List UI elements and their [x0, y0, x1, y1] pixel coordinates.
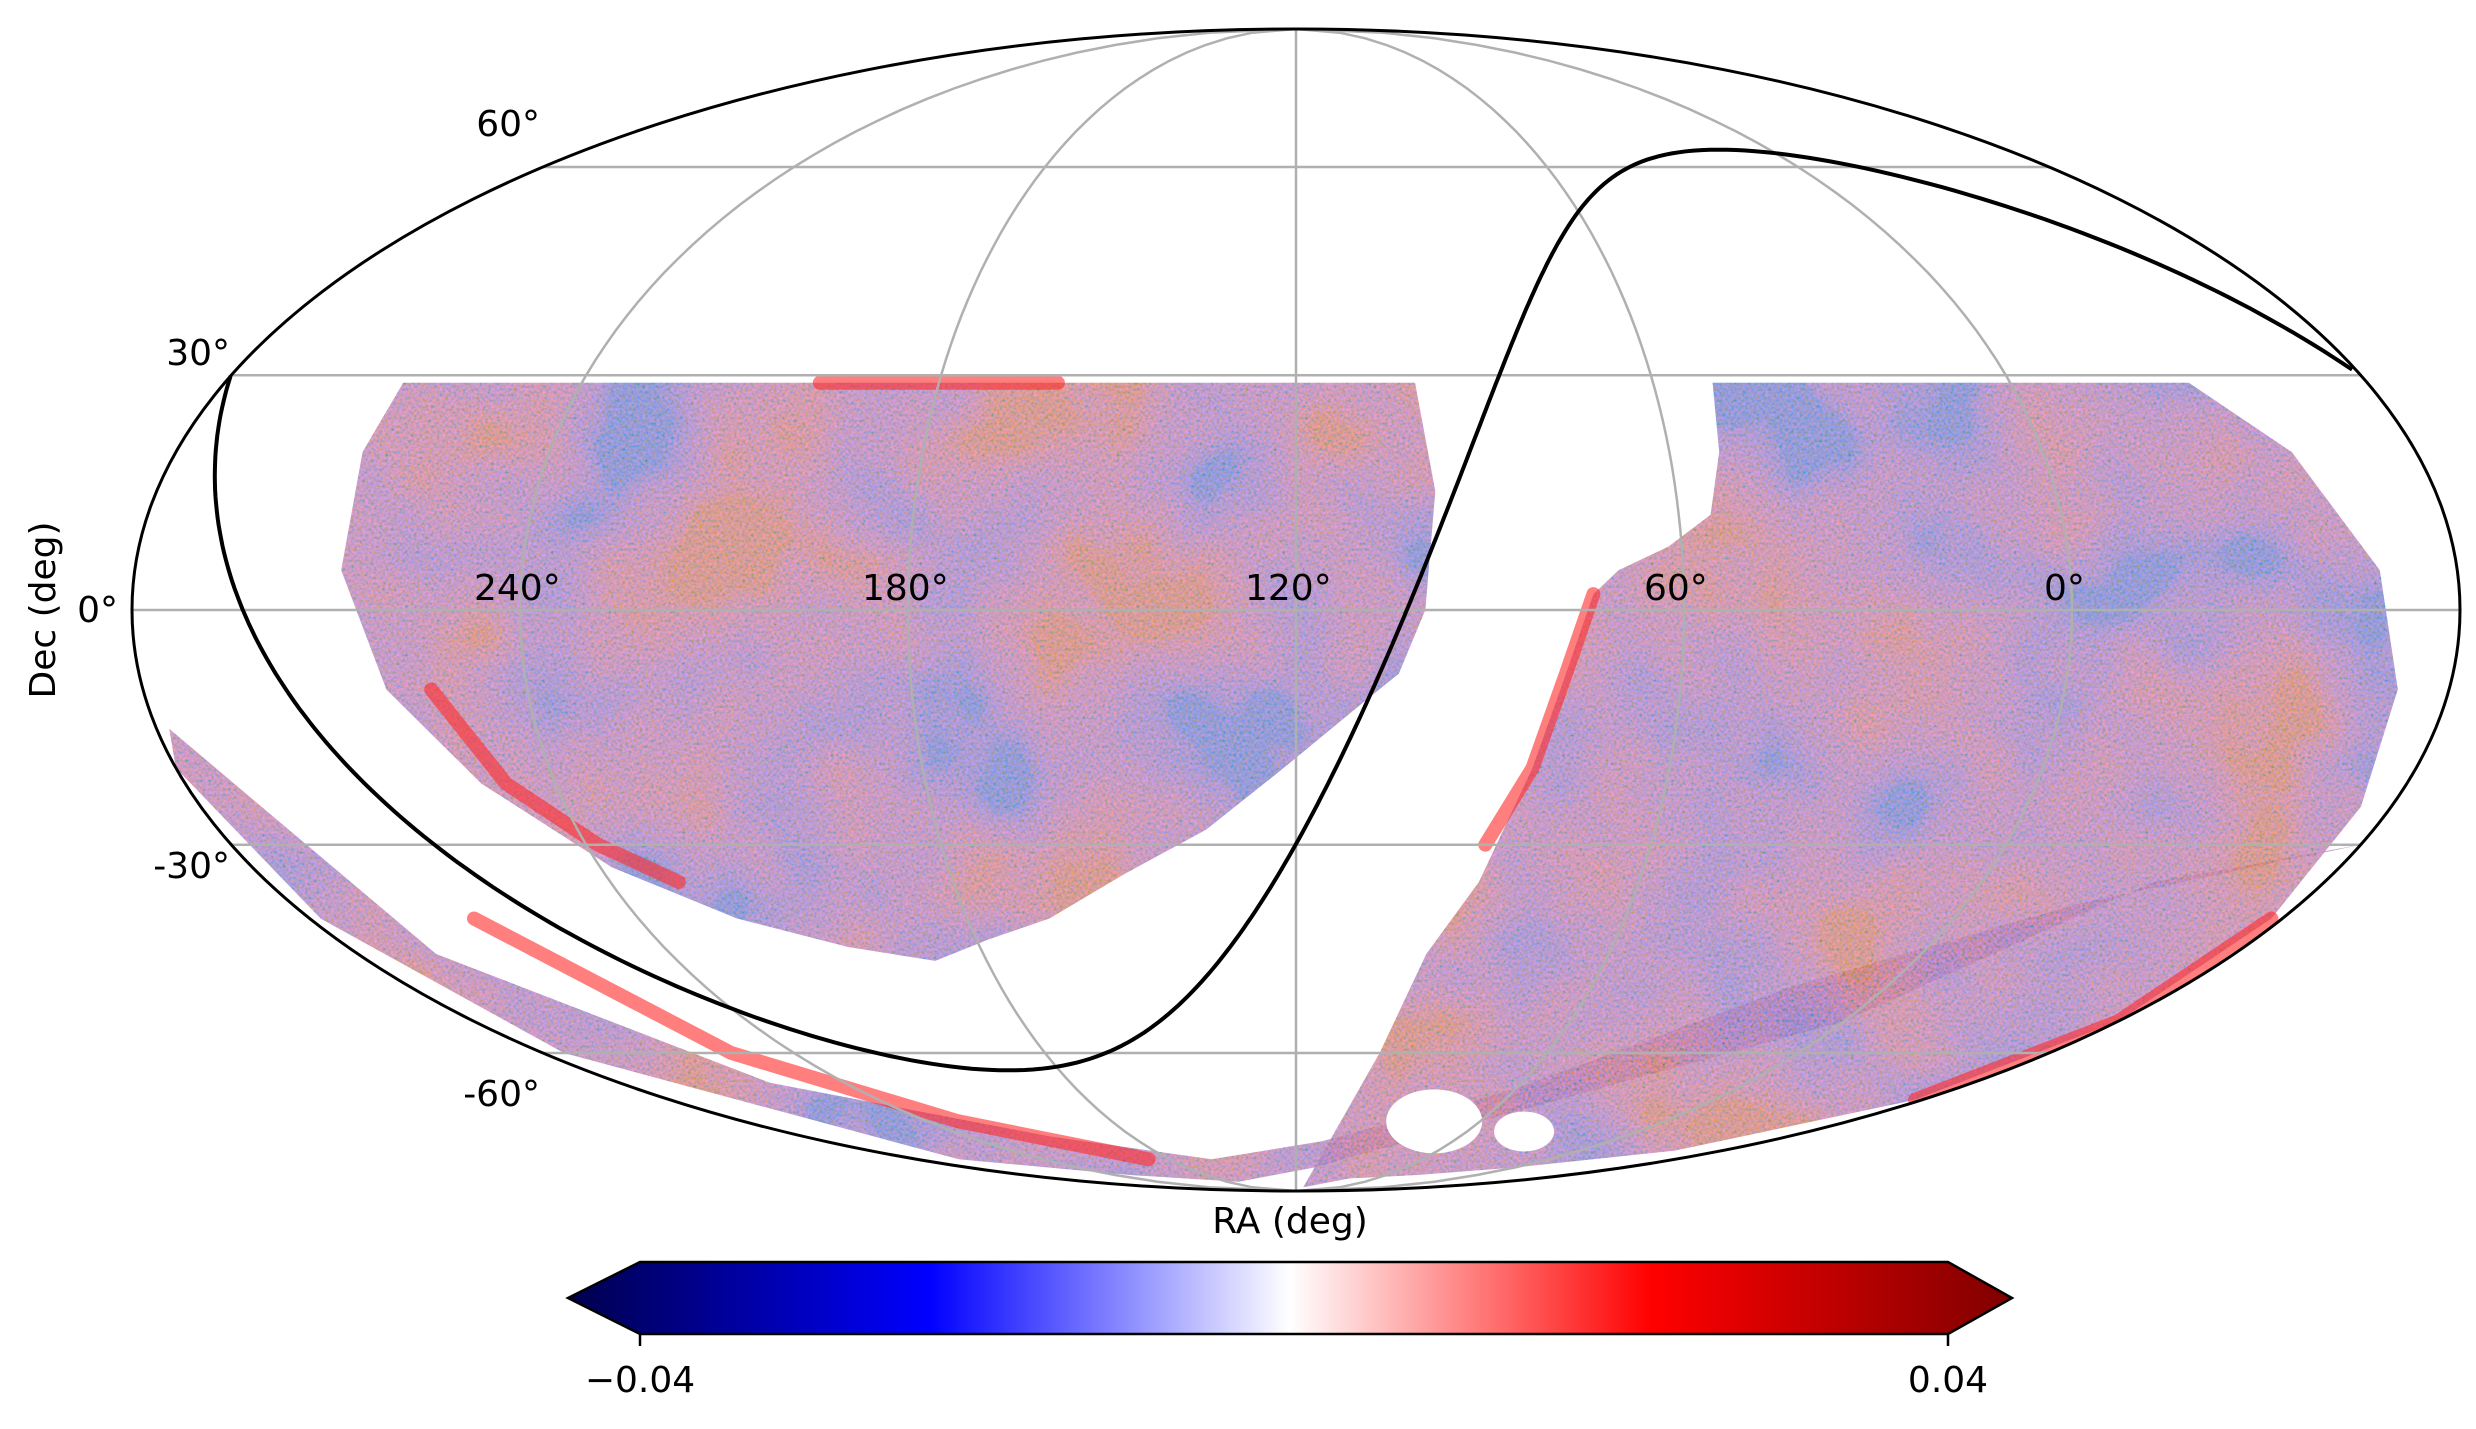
dec-tick-0: 0°: [77, 590, 118, 631]
ra-tick-120: 120°: [1245, 568, 1332, 609]
ra-tick-240: 240°: [474, 568, 561, 609]
colorbar: −0.04 0.04: [565, 1260, 2015, 1401]
footprint-texture: [169, 382, 2398, 1188]
colorbar-label-min: −0.04: [585, 1360, 695, 1401]
footprint-edge-residual: [1478, 587, 1601, 852]
galactic-plane-curve: [212, 147, 2354, 1073]
ra-tick-180: 180°: [862, 568, 949, 609]
ra-tick-60: 60°: [1644, 568, 1708, 609]
footprint-sgc-noise: [1303, 382, 2398, 1188]
ra-tick-0: 0°: [2044, 568, 2085, 609]
colorbar-body: [565, 1260, 2015, 1336]
graticule-meridian: [1295, 27, 1686, 1193]
masked-hole: [1386, 1089, 1483, 1154]
graticule-meridian: [518, 27, 1297, 1193]
x-axis-label: RA (deg): [1212, 1201, 1368, 1242]
colorbar-label-max: 0.04: [1908, 1360, 1988, 1401]
dec-tick-minus30: -30°: [153, 846, 230, 887]
dec-tick-minus60: -60°: [463, 1074, 540, 1115]
projection-outline: [130, 27, 2462, 1193]
masked-hole: [1494, 1111, 1555, 1152]
footprint-ngc-noise: [341, 382, 1436, 961]
graticule-meridian: [906, 27, 1297, 1193]
y-axis-label: Dec (deg): [23, 521, 64, 698]
ra-tick-labels: 240° 180° 120° 60° 0°: [474, 568, 2085, 609]
data-footprint: [169, 375, 2398, 1188]
graticule-meridian: [1295, 27, 2074, 1193]
dec-tick-30: 30°: [166, 333, 230, 374]
dec-tick-labels: 60° 30° 0° -30° -60°: [77, 104, 540, 1115]
footprint-south-band-noise: [169, 728, 2361, 1182]
footprint-edge-residual: [467, 911, 1156, 1167]
dec-tick-60: 60°: [476, 104, 540, 145]
footprint-edge-residual: [424, 682, 686, 889]
